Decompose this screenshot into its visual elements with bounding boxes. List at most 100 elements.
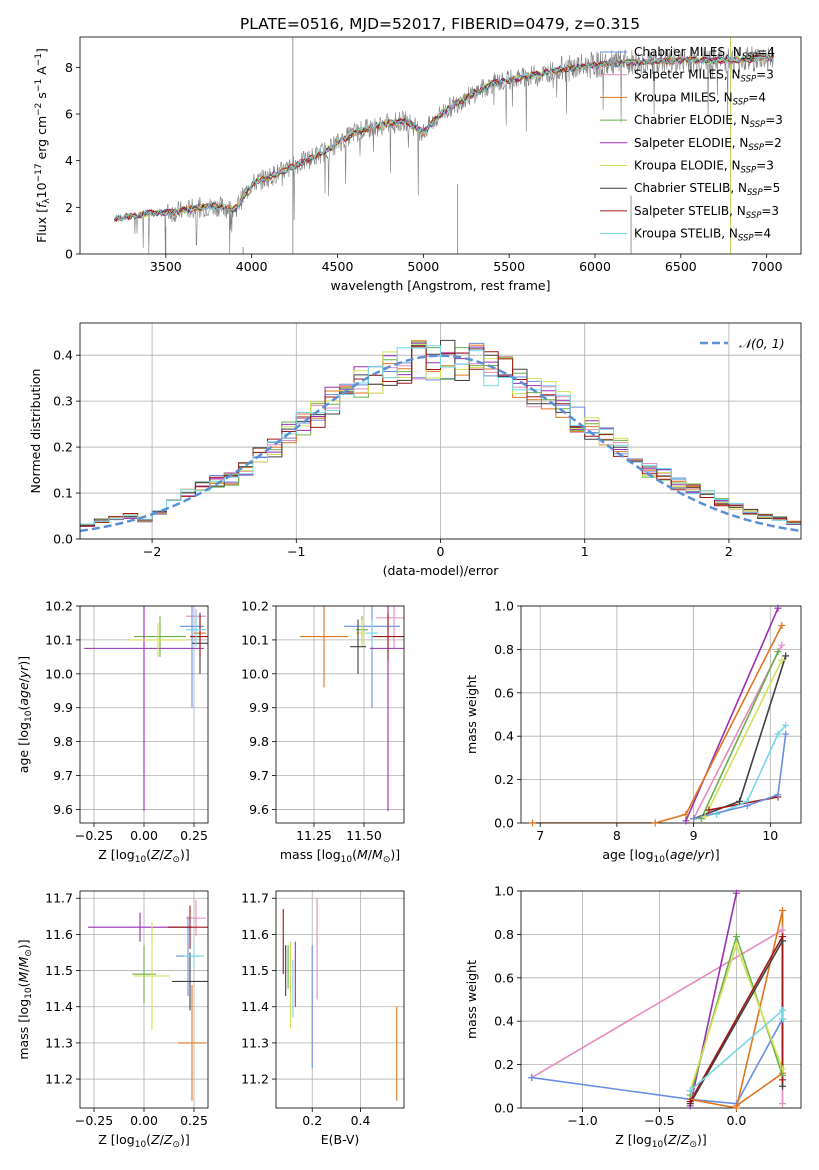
weight-marker [779, 1100, 787, 1108]
y-axis-label: age [log10(age/yr)] [16, 656, 34, 773]
y-tick-label: 11.4 [241, 999, 269, 1014]
weight-line-chabrier-miles [693, 733, 787, 820]
legend-sub: SSP [742, 52, 758, 62]
y-tick-label: 9.6 [249, 802, 269, 817]
x-axis-label: (data-model)/error [383, 563, 500, 578]
legend-entry: Kroupa ELODIE, NSSP=3 [634, 159, 774, 176]
label-part: )] [390, 847, 400, 862]
y-tick-label: 8 [65, 60, 73, 75]
weight-line-chabrier-miles [531, 1010, 784, 1105]
plot-area [532, 607, 787, 823]
y-tick-label: 11.5 [45, 963, 73, 978]
grid [521, 890, 801, 1109]
label-part: 10 [34, 182, 49, 198]
y-tick-label: 0.0 [494, 816, 514, 831]
weight-line-kroupa-elodie [704, 659, 783, 817]
legend-sub: SSP [733, 97, 749, 107]
x-tick-label: 0.4 [351, 1113, 371, 1128]
y-tick-label: 10.2 [241, 599, 269, 614]
y-tick-label: 4 [65, 153, 73, 168]
label-part: ( [665, 847, 670, 862]
label-part: ⊙ [383, 855, 391, 865]
x-axis-label: Z [log10(Z/Z⊙)] [98, 1132, 190, 1150]
legend-entry: Salpeter STELIB, NSSP=3 [634, 204, 779, 221]
errorbar-kroupa-elodie [134, 921, 170, 1031]
weight-marker [779, 1065, 787, 1073]
x-tick-label: 3500 [150, 259, 182, 274]
label-part: ( [352, 847, 357, 862]
label-part: Z [log [615, 1132, 651, 1147]
weight-marker [732, 933, 740, 941]
x-tick-label: 9 [690, 828, 698, 843]
x-tick-label: 0.0 [726, 1113, 746, 1128]
histogram-kroupa-stelib [80, 345, 801, 539]
weight-marker [779, 926, 787, 934]
legend-entry: Chabrier ELODIE, NSSP=3 [634, 113, 783, 130]
label-part: / [368, 847, 373, 862]
label-part: / [16, 677, 31, 682]
y-tick-label: 6 [65, 107, 73, 122]
weight-marker [778, 641, 786, 649]
legend-sub: SSP [738, 234, 754, 244]
axes-frame [275, 605, 405, 824]
weight-marker [774, 604, 782, 612]
x-tick-label: 5000 [407, 259, 439, 274]
x-axis-label: Z [log10(Z/Z⊙)] [98, 847, 190, 865]
legend-value: =4 [754, 227, 772, 241]
label-part: −1 [34, 53, 44, 66]
y-tick-label: 2 [65, 200, 73, 215]
x-axis-label: Z [log10(Z/Z⊙)] [615, 1132, 707, 1150]
errorbar-chabrier-stelib [350, 619, 366, 674]
errorbar-salpeter-miles [376, 606, 404, 649]
label-part: )] [697, 1132, 707, 1147]
label-part: M [372, 847, 383, 862]
label-part: )] [16, 939, 31, 949]
weight-marker [779, 1006, 787, 1014]
x-tick-label: 0.25 [180, 1113, 208, 1128]
errorbar-kroupa-stelib [186, 612, 206, 647]
axes-frame [79, 322, 802, 540]
x-tick-label: 0 [437, 544, 445, 559]
legend-entry: Salpeter MILES, NSSP=3 [634, 68, 774, 85]
age-vs-mass-panel: 11.25 11.50 9.6 9.7 9.8 9.9 10.0 10.1 10.2 mass [… [241, 599, 405, 865]
axes-frame [79, 36, 802, 255]
y-tick-label: 9.6 [53, 802, 73, 817]
legend-label: Kroupa ELODIE, N [634, 159, 741, 173]
y-tick-label: 9.9 [249, 700, 269, 715]
x-tick-label: 0.00 [130, 828, 158, 843]
weight-marker [774, 730, 782, 738]
label-part: / [16, 967, 31, 972]
label-part: M [16, 956, 31, 967]
label-part: age [670, 847, 694, 862]
x-tick-label: 10 [762, 828, 778, 843]
x-tick-label: 0.2 [302, 1113, 322, 1128]
y-tick-label: 10.0 [241, 666, 269, 681]
y-tick-label: 11.7 [241, 891, 269, 906]
axes-frame [79, 605, 209, 824]
weight-marker [651, 819, 659, 827]
legend-entry: Chabrier STELIB, NSSP=5 [634, 181, 780, 198]
weight-marker [529, 819, 537, 827]
y-tick-label: 0.6 [494, 970, 514, 985]
legend-value: =3 [756, 159, 774, 173]
label-part: ( [146, 1132, 151, 1147]
y-axis-label: mass weight [464, 675, 479, 754]
model-line-salpeter-stelib [113, 54, 774, 222]
y-tick-label: 1.0 [494, 599, 514, 614]
x-tick-label: −1.0 [567, 1113, 597, 1128]
label-part: / [693, 847, 698, 862]
label-part: M [16, 972, 31, 983]
x-tick-label: −0.25 [75, 828, 113, 843]
legend-value: =5 [763, 181, 781, 195]
weight-marker [782, 652, 790, 660]
residual-legend: 𝒩(0, 1) [700, 336, 785, 351]
label-part: f [34, 202, 49, 208]
y-tick-label: 9.7 [53, 768, 73, 783]
y-tick-label: 1.0 [494, 884, 514, 899]
label-part: 10 [341, 855, 353, 865]
y-tick-label: 11.7 [45, 891, 73, 906]
ticks: −0.25 0.00 0.25 11.2 11.3 11.4 11.5 11.6 11.7 [45, 891, 208, 1128]
x-tick-label: 11.25 [296, 828, 332, 843]
